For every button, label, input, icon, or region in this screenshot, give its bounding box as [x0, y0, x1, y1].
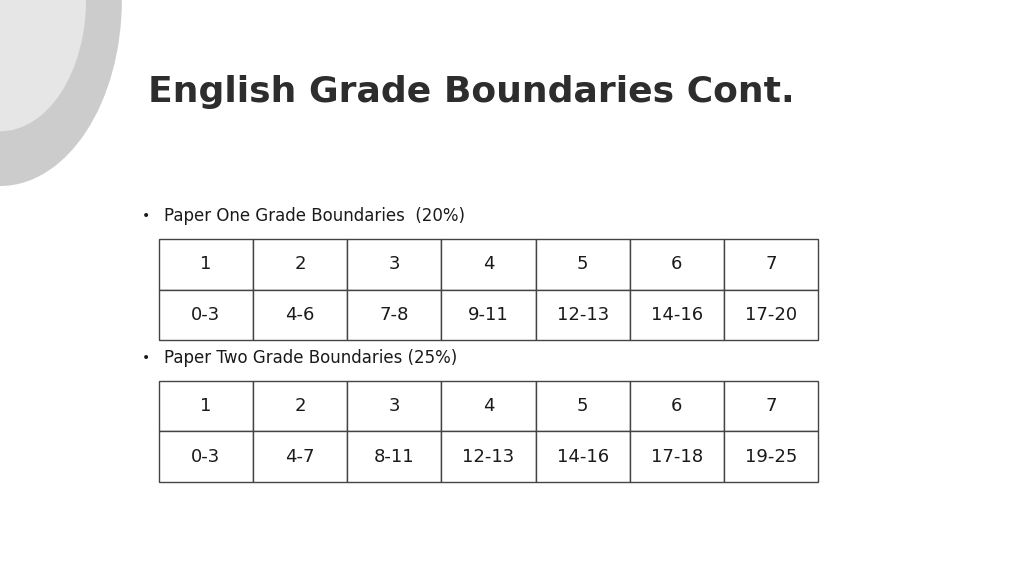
- Text: 7: 7: [765, 397, 777, 415]
- Text: 17-18: 17-18: [651, 448, 702, 466]
- Text: 1: 1: [200, 397, 212, 415]
- Wedge shape: [0, 0, 122, 186]
- Text: 8-11: 8-11: [374, 448, 415, 466]
- Text: 5: 5: [577, 255, 589, 274]
- Text: 5: 5: [577, 397, 589, 415]
- Text: 0-3: 0-3: [191, 306, 220, 324]
- Text: 3: 3: [388, 255, 400, 274]
- Text: •: •: [142, 209, 151, 223]
- Text: 14-16: 14-16: [557, 448, 608, 466]
- Text: 19-25: 19-25: [744, 448, 798, 466]
- Text: 1: 1: [200, 255, 212, 274]
- Text: 17-20: 17-20: [745, 306, 797, 324]
- Text: 14-16: 14-16: [651, 306, 702, 324]
- Text: 0-3: 0-3: [191, 448, 220, 466]
- Text: 3: 3: [388, 397, 400, 415]
- Text: 12-13: 12-13: [462, 448, 515, 466]
- Text: 2: 2: [294, 397, 306, 415]
- Text: 2: 2: [294, 255, 306, 274]
- Text: 6: 6: [671, 255, 683, 274]
- Text: 7-8: 7-8: [380, 306, 409, 324]
- Text: 6: 6: [671, 397, 683, 415]
- Wedge shape: [0, 0, 86, 131]
- Text: 7: 7: [765, 255, 777, 274]
- Text: 12-13: 12-13: [556, 306, 609, 324]
- Text: 4-7: 4-7: [286, 448, 314, 466]
- Text: •: •: [142, 351, 151, 365]
- Text: 4: 4: [482, 255, 495, 274]
- Text: Paper Two Grade Boundaries (25%): Paper Two Grade Boundaries (25%): [164, 348, 457, 367]
- Text: 9-11: 9-11: [468, 306, 509, 324]
- Text: Paper One Grade Boundaries  (20%): Paper One Grade Boundaries (20%): [164, 207, 465, 225]
- Text: 4: 4: [482, 397, 495, 415]
- Text: 4-6: 4-6: [286, 306, 314, 324]
- Text: English Grade Boundaries Cont.: English Grade Boundaries Cont.: [148, 75, 795, 109]
